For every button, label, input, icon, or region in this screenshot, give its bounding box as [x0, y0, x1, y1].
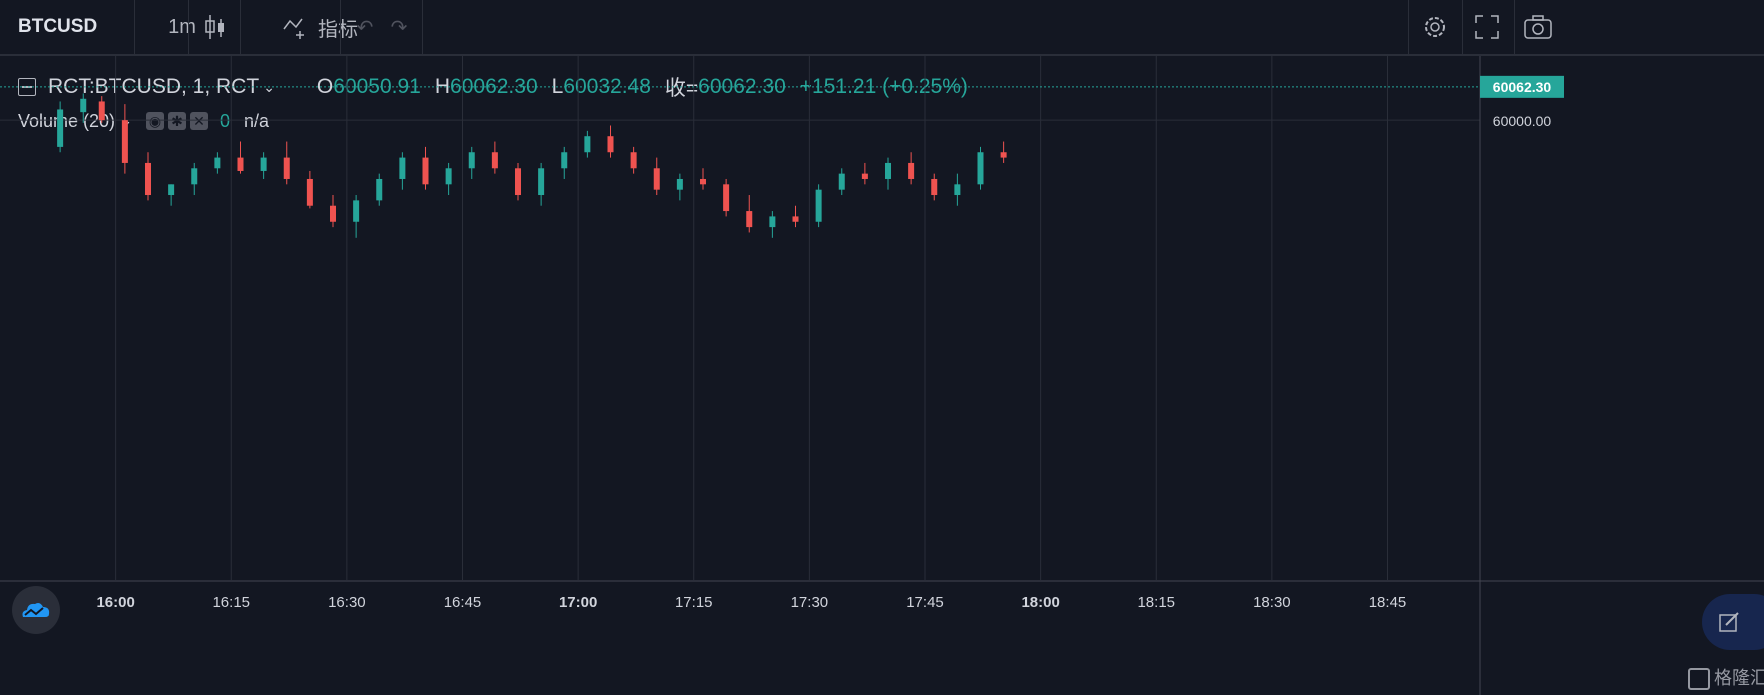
candle-body — [954, 184, 961, 196]
candle-body — [838, 173, 845, 190]
chart-type-button[interactable] — [200, 0, 230, 54]
candle-body — [885, 162, 891, 179]
candle-body — [260, 157, 267, 171]
x-tick-label: 18:45 — [1369, 594, 1407, 611]
camera-icon — [1524, 15, 1552, 39]
candle-body — [237, 157, 244, 171]
toolbar-divider — [1514, 0, 1515, 54]
redo-icon: ↷ — [390, 16, 408, 39]
eye-icon[interactable]: ◉ — [145, 112, 164, 130]
toolbar-divider — [1462, 0, 1463, 54]
toolbar-divider — [1408, 0, 1409, 54]
candle-body — [491, 152, 498, 169]
candle-body — [445, 168, 452, 185]
last-price-label: 60062.30 — [1493, 79, 1552, 95]
candle-body — [630, 152, 637, 169]
candle-body — [80, 98, 87, 113]
candle-body — [168, 184, 175, 196]
ohlc-legend: RCT:BTCUSD, 1, RCT ⌄ O 60050.91 H 60062.… — [18, 70, 968, 104]
candle-body — [98, 101, 105, 121]
gear-icon[interactable]: ✱ — [167, 112, 186, 130]
x-tick-label: 17:30 — [791, 594, 829, 611]
x-tick-label: 16:15 — [212, 594, 250, 611]
candle-body — [931, 178, 938, 196]
indicators-icon — [283, 18, 304, 39]
redo-button[interactable]: ↷ — [384, 0, 414, 54]
edit-button[interactable] — [1702, 594, 1764, 650]
fullscreen-button[interactable] — [1470, 0, 1504, 54]
x-tick-label: 18:00 — [1021, 594, 1059, 611]
candle-body — [653, 168, 660, 190]
candle-body — [538, 168, 545, 196]
candle-body — [746, 211, 753, 228]
candle-body — [607, 136, 614, 153]
x-tick-label: 17:15 — [675, 594, 713, 611]
fullscreen-icon — [1475, 15, 1499, 39]
candle-body — [57, 109, 64, 147]
symbol-button[interactable]: BTCUSD — [18, 16, 98, 37]
pencil-icon — [1719, 612, 1739, 632]
toolbar-divider — [240, 0, 241, 54]
candle-body — [815, 189, 822, 222]
candle-body — [422, 157, 429, 185]
candles-icon — [205, 15, 224, 39]
candle-body — [353, 200, 360, 222]
candle-body — [561, 152, 568, 169]
collapse-icon[interactable] — [18, 78, 36, 96]
candle-body — [468, 152, 475, 169]
candle-body — [792, 216, 799, 222]
x-tick-label: 18:15 — [1137, 594, 1175, 611]
indicators-button[interactable]: 指标 — [282, 0, 358, 54]
candle-body — [283, 157, 290, 179]
snapshot-button[interactable] — [1520, 0, 1556, 54]
toolbar-divider — [134, 0, 135, 54]
toolbar-divider — [188, 0, 189, 54]
candle-body — [145, 162, 151, 196]
candle-body — [977, 152, 984, 185]
indicators-label: 指标 — [318, 18, 358, 41]
change-value: +151.21 (+0.25%) — [799, 75, 968, 98]
candle-body — [191, 168, 198, 185]
candle-body — [700, 178, 706, 185]
watermark-text: 格隆汇 — [1714, 668, 1764, 688]
last-price-badge — [1480, 75, 1564, 98]
candle-body — [861, 173, 868, 179]
candle-body — [330, 205, 336, 222]
candle-body — [214, 157, 221, 169]
toolbar-divider — [422, 0, 423, 54]
top-toolbar: BTCUSD 1m 指标 ↶ ↷ — [0, 0, 1764, 56]
close-icon[interactable]: ✕ — [189, 112, 208, 130]
x-tick-label: 16:00 — [96, 594, 134, 611]
candle-body — [908, 162, 915, 179]
y-tick-label: 60000.00 — [1493, 113, 1552, 129]
candle-body — [723, 184, 730, 212]
cloud-logo[interactable] — [12, 586, 60, 634]
x-tick-label: 17:45 — [906, 594, 944, 611]
candle-body — [515, 168, 521, 196]
settings-button[interactable] — [1418, 0, 1452, 54]
high-label: H — [434, 75, 451, 98]
x-tick-label: 16:45 — [444, 594, 482, 611]
watermark: 格隆汇 — [1688, 664, 1764, 691]
candle-body — [376, 178, 383, 201]
candle-body — [584, 136, 591, 153]
low-value: 60032.48 — [563, 75, 651, 98]
candle-body — [399, 157, 406, 179]
cloud-icon — [22, 603, 50, 617]
candle-body — [676, 178, 683, 190]
close-label: 收= — [664, 77, 699, 100]
x-tick-label: 18:30 — [1253, 594, 1291, 611]
x-tick-label: 16:30 — [328, 594, 366, 611]
candle-body — [769, 216, 776, 228]
candle-body — [121, 120, 128, 163]
gear-icon — [1425, 17, 1445, 37]
undo-button[interactable]: ↶ — [350, 0, 380, 54]
watermark-logo — [1688, 668, 1710, 691]
x-tick-label: 17:00 — [559, 594, 597, 611]
candle-body — [306, 178, 313, 206]
toolbar-divider — [340, 0, 341, 54]
undo-icon: ↶ — [356, 16, 374, 39]
candle-body — [1000, 152, 1007, 158]
